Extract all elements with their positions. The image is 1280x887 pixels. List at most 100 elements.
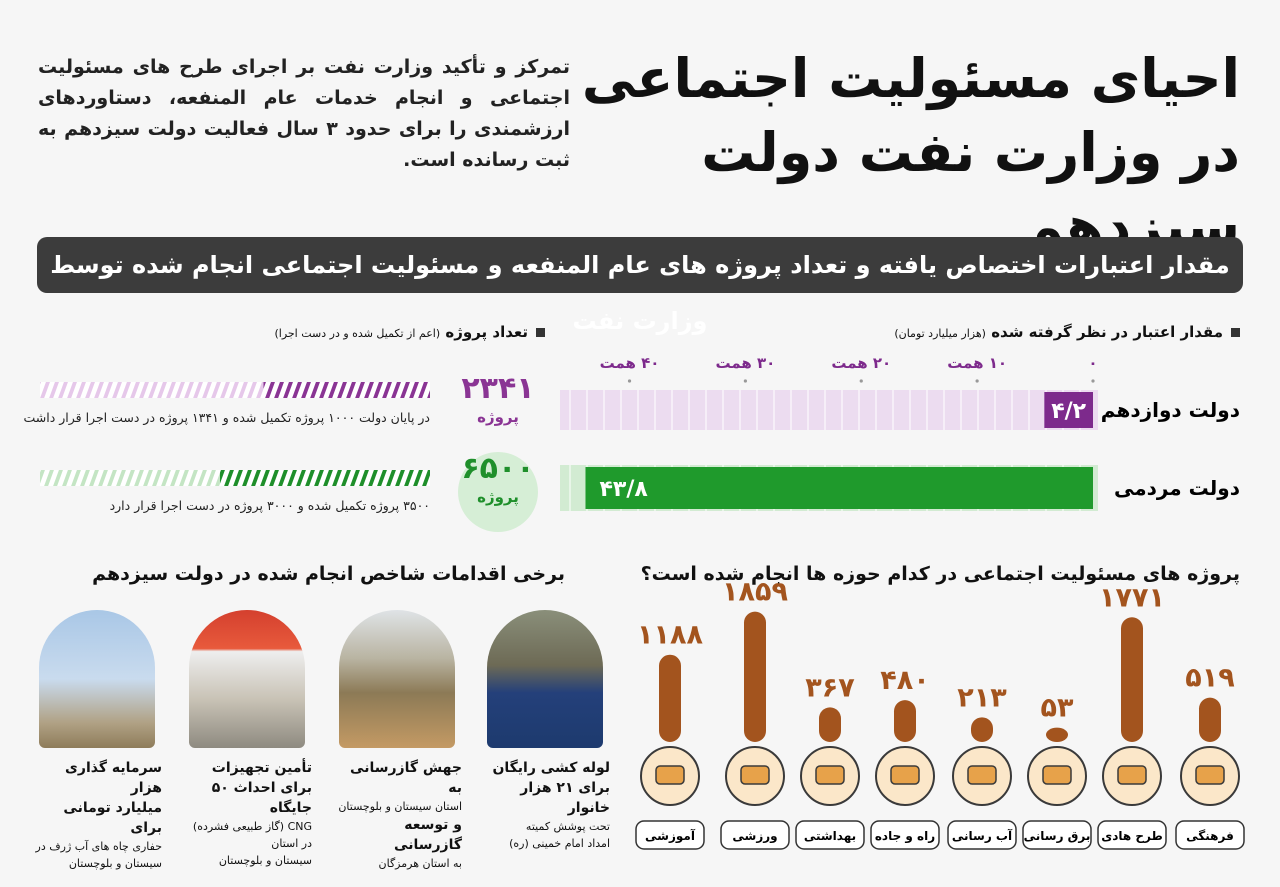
bar <box>971 717 993 742</box>
line: CNG (گاز طبیعی فشرده) در استان <box>192 820 312 850</box>
category-label: ورزشی <box>732 829 777 844</box>
value-label: ۵۱۹ <box>1185 663 1234 694</box>
photo <box>339 610 455 748</box>
category-label: بهداشتی <box>804 829 856 843</box>
line: برای احداث ۵۰ جایگاه <box>211 780 312 816</box>
bar <box>744 611 766 742</box>
actions-title: برخی اقدامات شاخص انجام شده در دولت سیزد… <box>92 563 565 585</box>
category-label: فرهنگی <box>1186 829 1234 843</box>
x-tick-label: ۰ <box>1088 354 1097 372</box>
value-label: ۴۳/۸ <box>599 477 648 502</box>
category-box <box>947 820 1017 850</box>
bar <box>894 700 916 742</box>
icon-detail <box>655 765 685 785</box>
action-card: تأمین تجهیزات برای احداث ۵۰ جایگاه CNG (گا… <box>182 610 312 869</box>
section-label: تعداد پروژه (اعم از تکمیل شده و در دست ا… <box>274 323 545 341</box>
bar <box>1046 727 1068 742</box>
action-text: جهش گازرسانی به استان سیستان و بلوچستان و … <box>332 758 462 872</box>
total-label: ۲۳۴۱ <box>461 371 534 406</box>
tick-mark <box>743 379 747 383</box>
icon-detail <box>1117 765 1147 785</box>
bar <box>1044 392 1093 428</box>
section-label: مقدار اعتبار در نظر گرفته شده (هزار میلی… <box>894 323 1240 341</box>
category-box <box>1175 820 1245 850</box>
line: برای ۲۱ هزار خانوار <box>520 780 610 816</box>
category-label: دولت مردمی <box>1114 476 1240 500</box>
action-text: لوله کشی رایگان برای ۲۱ هزار خانوار تحت پو… <box>480 758 610 852</box>
bar <box>659 654 681 742</box>
value-label: ۱۸۵۹ <box>722 577 788 608</box>
icon-detail <box>1042 765 1072 785</box>
action-card: جهش گازرسانی به استان سیستان و بلوچستان و … <box>332 610 462 872</box>
bar <box>1199 697 1221 742</box>
action-text: سرمایه گذاری هزار میلیارد تومانی برای حفار… <box>32 758 162 872</box>
line: تحت پوشش کمیته <box>525 820 610 833</box>
note: ۳۵۰۰ پروژه تکمیل شده و ۳۰۰۰ پروژه در دست… <box>110 498 430 514</box>
value-label: ۲۱۳ <box>957 682 1007 713</box>
icon-detail <box>1195 765 1225 785</box>
value-label: ۱۱۸۸ <box>637 620 703 651</box>
category-label: راه و جاده <box>875 829 935 844</box>
category-box <box>795 820 865 850</box>
bar <box>1121 617 1143 742</box>
banner: مقدار اعتبارات اختصاص یافته و تعداد پروژ… <box>37 237 1243 335</box>
note: در پایان دولت ۱۰۰۰ پروژه تکمیل شده و ۱۳۴… <box>23 410 430 426</box>
section-subtitle: (اعم از تکمیل شده و در دست اجرا) <box>274 327 441 340</box>
x-tick-label: ۱۰ همت <box>947 354 1007 372</box>
action-card: لوله کشی رایگان برای ۲۱ هزار خانوار تحت پو… <box>480 610 610 852</box>
bar <box>819 707 841 742</box>
line: امداد امام خمینی (ره) <box>509 837 610 850</box>
action-card: سرمایه گذاری هزار میلیارد تومانی برای حفار… <box>32 610 162 872</box>
photo <box>189 610 305 748</box>
vbar-title: پروژه های مسئولیت اجتماعی در کدام حوزه ه… <box>640 563 1240 585</box>
title: احیای مسئولیت اجتماعی در وزارت نفت دولت … <box>560 42 1240 264</box>
title-line: احیای مسئولیت اجتماعی <box>581 47 1240 110</box>
badge <box>458 452 538 532</box>
bar <box>585 467 1093 509</box>
section-title: مقدار اعتبار در نظر گرفته شده <box>991 323 1223 341</box>
track <box>560 390 1098 430</box>
category-label: برق رسانی <box>1024 829 1091 843</box>
line: تأمین تجهیزات <box>211 760 312 776</box>
icon-detail <box>815 765 845 785</box>
total-label: ۶۵۰۰ <box>461 451 534 486</box>
photo <box>487 610 603 748</box>
tick-mark <box>859 379 863 383</box>
photo <box>39 610 155 748</box>
x-tick-label: ۳۰ همت <box>715 354 775 372</box>
x-tick-label: ۲۰ همت <box>831 354 891 372</box>
unit-label: پروژه <box>477 408 519 427</box>
category-label: دولت دوازدهم <box>1101 398 1240 422</box>
line: لوله کشی رایگان <box>492 760 610 776</box>
x-tick-label: ۴۰ همت <box>600 354 660 372</box>
icon-detail <box>967 765 997 785</box>
category-box <box>720 820 790 850</box>
category-box <box>1097 820 1167 850</box>
value-label: ۴۸۰ <box>880 665 929 696</box>
stripe-overlay <box>40 470 430 486</box>
category-box <box>1022 820 1092 850</box>
section-subtitle: (هزار میلیارد تومان) <box>894 327 986 340</box>
category-label: آموزشی <box>645 828 696 844</box>
category-box <box>870 820 940 850</box>
tick-mark <box>627 379 632 383</box>
action-text: تأمین تجهیزات برای احداث ۵۰ جایگاه CNG (گا… <box>182 758 312 869</box>
value-label: ۵۳ <box>1041 693 1074 724</box>
stripe-overlay <box>40 382 430 398</box>
category-box <box>635 820 705 850</box>
unit-label: پروژه <box>477 488 519 507</box>
tick-mark <box>1091 379 1095 383</box>
line: سیستان و بلوچستان <box>68 857 162 870</box>
value-label: ۳۶۷ <box>805 672 855 703</box>
line: جهش گازرسانی به <box>350 760 462 796</box>
value-label: ۴/۲ <box>1051 399 1086 424</box>
bullet <box>536 328 545 337</box>
line: میلیارد تومانی برای <box>63 800 162 836</box>
intro: تمرکز و تأکید وزارت نفت بر اجرای طرح های… <box>38 56 570 171</box>
line: استان سیستان و بلوچستان <box>338 800 462 813</box>
line: سرمایه گذاری هزار <box>65 760 162 796</box>
tick-mark <box>975 379 979 383</box>
category-label: طرح هادی <box>1101 829 1163 843</box>
